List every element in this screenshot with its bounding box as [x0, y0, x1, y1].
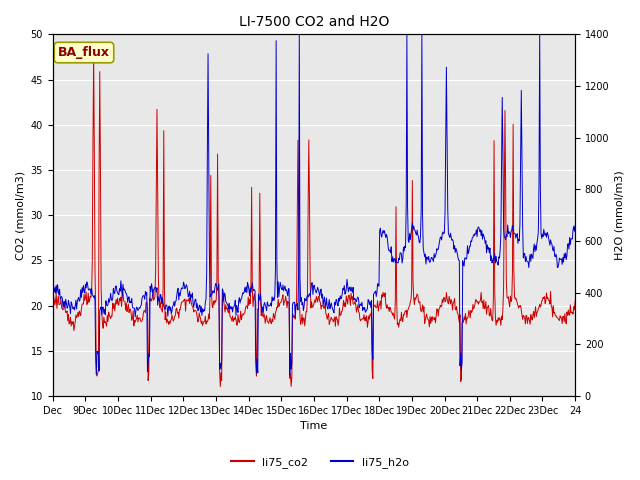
- Legend: li75_co2, li75_h2o: li75_co2, li75_h2o: [227, 452, 413, 472]
- Y-axis label: CO2 (mmol/m3): CO2 (mmol/m3): [15, 171, 25, 260]
- Y-axis label: H2O (mmol/m3): H2O (mmol/m3): [615, 170, 625, 260]
- Text: BA_flux: BA_flux: [58, 46, 110, 59]
- Title: LI-7500 CO2 and H2O: LI-7500 CO2 and H2O: [239, 15, 389, 29]
- X-axis label: Time: Time: [300, 421, 328, 432]
